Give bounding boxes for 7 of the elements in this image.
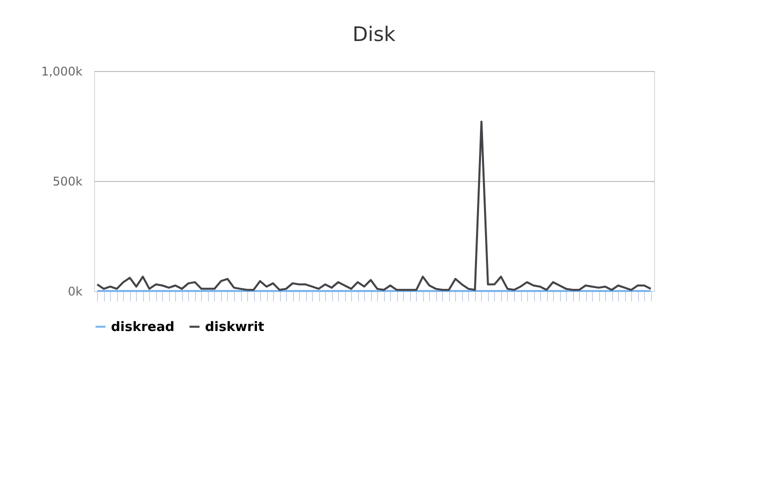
legend-label: diskread [111,320,174,335]
legend-label: diskwrit [205,320,264,335]
chart-title: Disk [352,22,396,46]
line-series [96,120,652,291]
y-tick-label: 500k [52,174,83,188]
y-tick-label: 0k [68,284,83,298]
y-tick-label: 1,000k [41,64,83,78]
